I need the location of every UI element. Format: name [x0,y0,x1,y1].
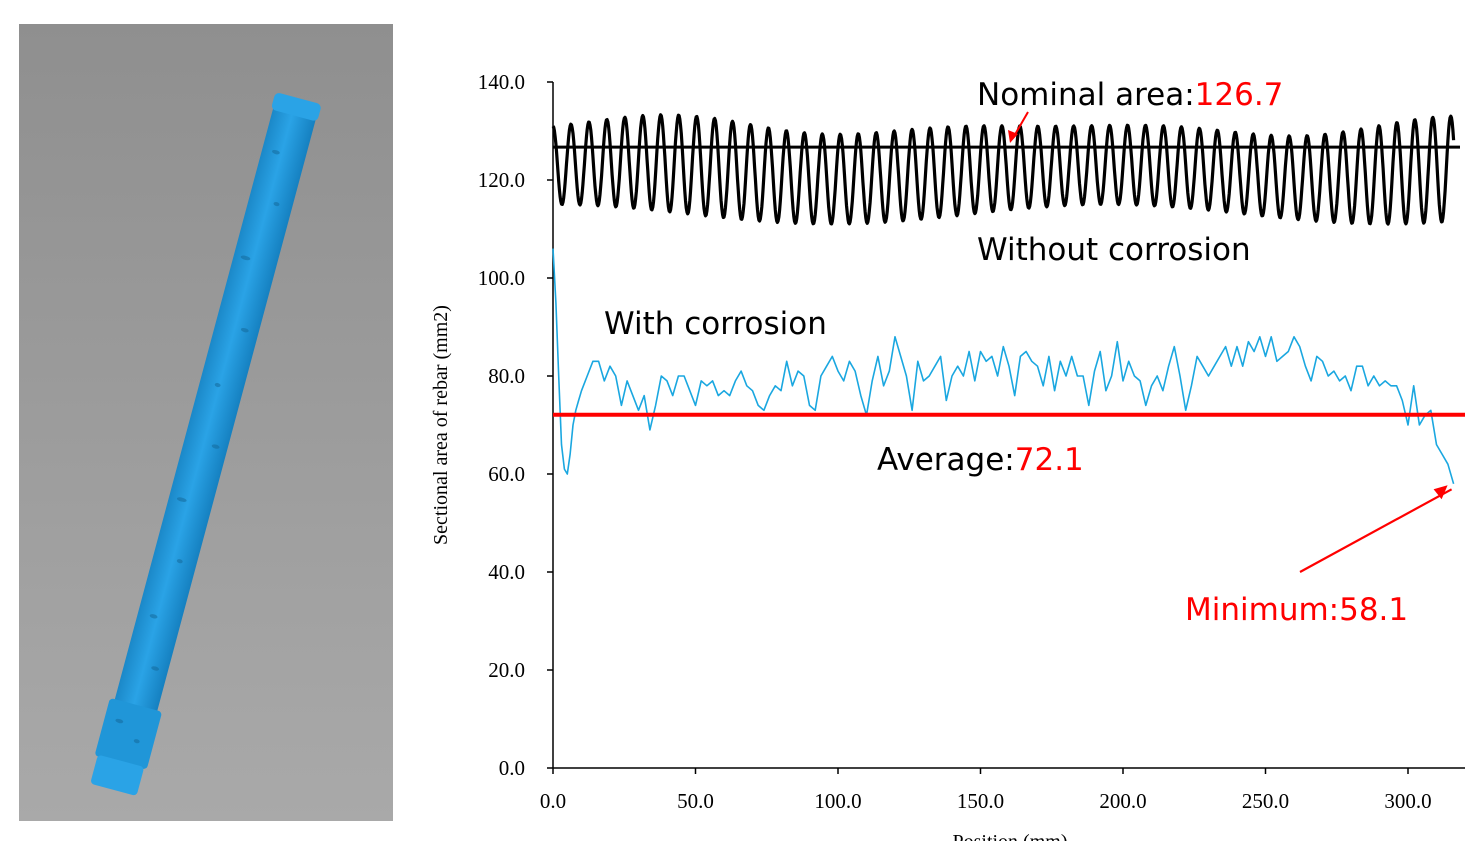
series-with-corrosion-line [552,248,1455,485]
y-tick-label: 40.0 [488,560,525,584]
minimum-arrow-line [1299,488,1453,573]
without-corrosion-label: Without corrosion [977,232,1251,268]
y-tick-label: 20.0 [488,658,525,682]
y-tick-label: 0.0 [499,756,525,780]
x-tick-label: 100.0 [814,789,861,813]
nominal-area-label: Nominal area:126.7 [977,77,1283,113]
with-corrosion-label: With corrosion [604,306,827,342]
y-tick-label: 140.0 [478,70,525,94]
y-tick-label: 100.0 [478,266,525,290]
y-tick-label: 60.0 [488,462,525,486]
nominal-area-value: 126.7 [1195,77,1284,113]
nominal-arrow-head [1008,130,1018,143]
average-text: Average: [877,442,1015,478]
average-label: Average:72.1 [877,442,1084,478]
minimum-arrow-head [1433,485,1448,500]
rebar-scan-svg [19,24,393,821]
rebar-scan-image [19,24,393,821]
x-axis-title: Position (mm) [952,831,1067,841]
minimum-label: Minimum:58.1 [1185,592,1408,628]
y-axis-title: Sectional area of rebar (mm2) [430,305,452,545]
average-value: 72.1 [1015,442,1084,478]
x-tick-label: 200.0 [1099,789,1146,813]
x-tick-label: 250.0 [1242,789,1289,813]
y-tick-label: 120.0 [478,168,525,192]
x-tick-label: 150.0 [957,789,1004,813]
x-tick-label: 300.0 [1384,789,1431,813]
x-tick-label: 50.0 [677,789,714,813]
x-tick-label: 0.0 [540,789,566,813]
series-without-corrosion-line [551,113,1456,226]
nominal-area-text: Nominal area: [977,77,1195,113]
y-tick-label: 80.0 [488,364,525,388]
rebar-rod [91,93,321,796]
